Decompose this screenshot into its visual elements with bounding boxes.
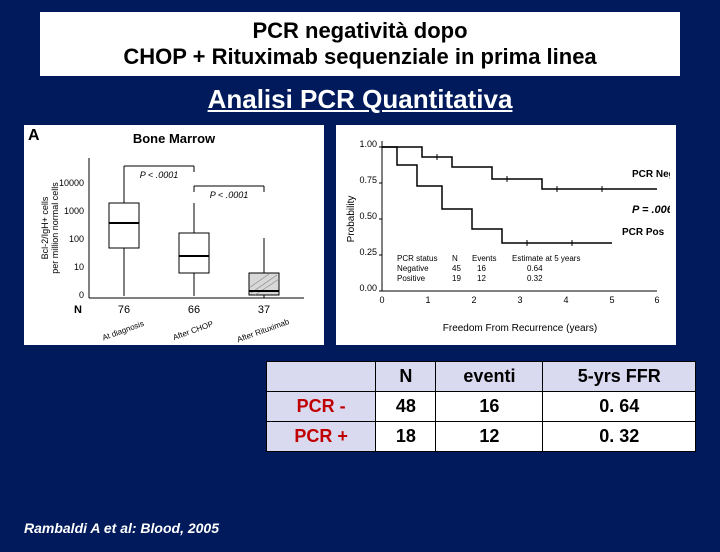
cell: 16 <box>436 392 543 422</box>
svg-text:76: 76 <box>118 304 130 316</box>
col-n: N <box>376 362 436 392</box>
table-row: PCR - 48 16 0. 64 <box>267 392 696 422</box>
km-panel: 0.00 0.25 0.50 0.75 1.00 0 1 2 3 4 5 6 P… <box>336 125 676 345</box>
svg-text:per million normal cells: per million normal cells <box>50 182 60 274</box>
col-eventi: eventi <box>436 362 543 392</box>
svg-text:After CHOP: After CHOP <box>172 319 215 342</box>
cell: 12 <box>436 422 543 452</box>
svg-text:10000: 10000 <box>59 178 84 188</box>
svg-text:19: 19 <box>452 274 461 283</box>
svg-text:Probability: Probability <box>346 196 357 243</box>
svg-text:1000: 1000 <box>64 206 84 216</box>
row-label: PCR - <box>267 392 376 422</box>
svg-text:Events: Events <box>472 254 496 263</box>
svg-text:0.64: 0.64 <box>527 264 543 273</box>
svg-text:10: 10 <box>74 262 84 272</box>
boxplot-panel: A Bone Marrow 0 10 100 1000 10000 Bcl-2/… <box>24 125 324 345</box>
cell: 0. 64 <box>543 392 696 422</box>
corner-cell <box>267 362 376 392</box>
svg-text:12: 12 <box>477 274 486 283</box>
svg-text:PCR status: PCR status <box>397 254 437 263</box>
panel-label: A <box>28 127 40 145</box>
col-ffr: 5-yrs FFR <box>543 362 696 392</box>
cell: 0. 32 <box>543 422 696 452</box>
citation: Rambaldi A et al: Blood, 2005 <box>24 520 219 536</box>
charts-row: A Bone Marrow 0 10 100 1000 10000 Bcl-2/… <box>0 125 720 345</box>
svg-text:Negative: Negative <box>397 264 429 273</box>
svg-text:At diagnosis: At diagnosis <box>101 319 145 342</box>
subtitle: Analisi PCR Quantitativa <box>0 84 720 115</box>
svg-text:100: 100 <box>69 234 84 244</box>
svg-text:4: 4 <box>563 295 568 305</box>
svg-text:1.00: 1.00 <box>359 139 377 149</box>
summary-table-wrap: N eventi 5-yrs FFR PCR - 48 16 0. 64 PCR… <box>266 361 696 452</box>
svg-text:P < .0001: P < .0001 <box>140 170 178 180</box>
title-line1: PCR negatività dopo <box>52 18 668 44</box>
slide: PCR negatività dopo CHOP + Rituximab seq… <box>0 12 720 552</box>
svg-text:Bcl-2/IgH+ cells: Bcl-2/IgH+ cells <box>40 196 50 259</box>
table-header-row: N eventi 5-yrs FFR <box>267 362 696 392</box>
svg-text:N: N <box>452 254 458 263</box>
title-line2: CHOP + Rituximab sequenziale in prima li… <box>52 44 668 70</box>
svg-text:6: 6 <box>654 295 659 305</box>
km-svg: 0.00 0.25 0.50 0.75 1.00 0 1 2 3 4 5 6 P… <box>342 131 670 339</box>
title-box: PCR negatività dopo CHOP + Rituximab seq… <box>40 12 680 76</box>
svg-text:P = .006: P = .006 <box>632 204 670 216</box>
svg-text:PCR Neg: PCR Neg <box>632 169 670 180</box>
svg-text:0: 0 <box>379 295 384 305</box>
svg-text:2: 2 <box>471 295 476 305</box>
svg-text:45: 45 <box>452 264 461 273</box>
svg-text:Positive: Positive <box>397 274 426 283</box>
svg-text:5: 5 <box>609 295 614 305</box>
svg-text:PCR Pos: PCR Pos <box>622 227 665 238</box>
svg-text:After Rituximab: After Rituximab <box>236 317 291 343</box>
svg-text:66: 66 <box>188 304 200 316</box>
svg-text:0.50: 0.50 <box>359 211 377 221</box>
svg-text:1: 1 <box>425 295 430 305</box>
svg-text:Estimate at 5 years: Estimate at 5 years <box>512 254 580 263</box>
svg-text:Freedom From Recurrence (years: Freedom From Recurrence (years) <box>443 323 597 334</box>
boxplot-title: Bone Marrow <box>30 131 318 146</box>
svg-text:N: N <box>74 304 82 316</box>
svg-text:3: 3 <box>517 295 522 305</box>
svg-text:0.75: 0.75 <box>359 175 377 185</box>
svg-text:P < .0001: P < .0001 <box>210 190 248 200</box>
row-label: PCR + <box>267 422 376 452</box>
svg-text:16: 16 <box>477 264 486 273</box>
cell: 48 <box>376 392 436 422</box>
summary-table: N eventi 5-yrs FFR PCR - 48 16 0. 64 PCR… <box>266 361 696 452</box>
svg-text:37: 37 <box>258 304 270 316</box>
svg-text:0.25: 0.25 <box>359 247 377 257</box>
svg-text:0.00: 0.00 <box>359 283 377 293</box>
boxplot-svg: 0 10 100 1000 10000 Bcl-2/IgH+ cells per… <box>34 148 314 343</box>
table-row: PCR + 18 12 0. 32 <box>267 422 696 452</box>
svg-text:0: 0 <box>79 290 84 300</box>
svg-text:0.32: 0.32 <box>527 274 543 283</box>
cell: 18 <box>376 422 436 452</box>
